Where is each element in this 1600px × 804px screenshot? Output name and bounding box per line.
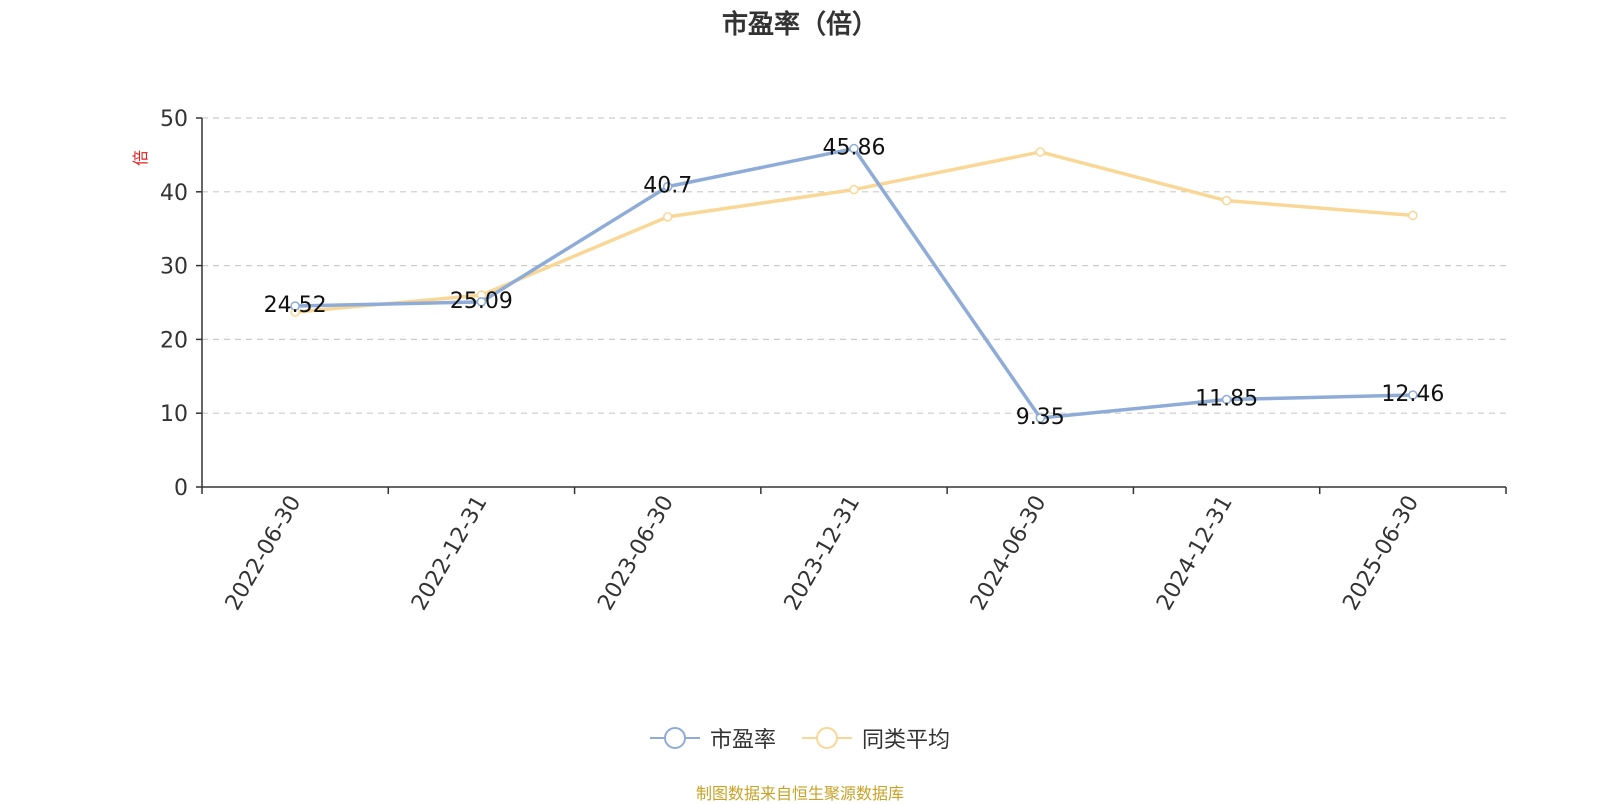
data-point-series-0: [476, 297, 487, 307]
y-tick-label: 50: [160, 107, 188, 132]
data-label: 9.35: [1016, 405, 1065, 430]
legend-label-series-0: 市盈率: [709, 728, 776, 753]
data-point-series-0: [662, 181, 673, 192]
legend-marker-series-1: [802, 727, 852, 749]
x-tick-label: 2024-12-31: [1152, 492, 1238, 615]
axes: 0 10 20 30 40 50 倍 2022-06-30 2022-12-31 2023-06-…: [131, 107, 1507, 615]
y-tick-label: 10: [160, 402, 188, 427]
data-label: 45.86: [823, 136, 886, 161]
data-label: 40.7: [643, 174, 692, 199]
data-source-note: 制图数据来自恒生聚源数据库: [695, 784, 904, 803]
data-point-series-0: [1035, 413, 1046, 423]
x-tick-label: 2023-06-30: [593, 492, 679, 615]
legend-label-series-1: 同类平均: [862, 728, 951, 753]
y-axis-label: 倍: [131, 150, 150, 166]
legend: 市盈率 同类平均: [0, 722, 1600, 754]
data-point-series-1: [1221, 195, 1232, 206]
x-tick-label: 2023-12-31: [780, 492, 866, 615]
data-point-series-0: [1408, 390, 1418, 400]
y-tick-label: 20: [160, 328, 188, 353]
data-point-series-0: [290, 301, 300, 311]
legend-item-series-0[interactable]: 市盈率: [649, 722, 776, 754]
data-point-series-0: [1221, 394, 1232, 405]
y-tick-label: 30: [160, 255, 188, 280]
chart-title: 市盈率（倍）: [721, 10, 878, 40]
data-labels: 24.52 25.09 40.7 45.86 9.35 11.85 12.46: [264, 136, 1445, 430]
data-label: 12.46: [1381, 382, 1444, 407]
y-tick-label: 40: [160, 181, 188, 206]
grid-lines: [202, 117, 1506, 414]
data-point-series-1: [1408, 210, 1418, 221]
data-label: 11.85: [1195, 387, 1258, 412]
data-point-series-1: [1035, 147, 1046, 157]
data-label: 24.52: [264, 293, 327, 318]
y-tick-label: 0: [174, 476, 188, 501]
x-tick-label: 2024-06-30: [966, 492, 1052, 615]
x-tick-label: 2022-06-30: [221, 492, 307, 615]
data-label: 25.09: [450, 289, 513, 314]
x-tick-label: 2025-06-30: [1338, 492, 1424, 615]
data-point-series-0: [849, 143, 859, 154]
data-point-series-1: [849, 184, 859, 195]
data-point-series-1: [662, 212, 673, 222]
legend-item-series-1[interactable]: 同类平均: [802, 722, 950, 754]
series-lines: [290, 143, 1418, 423]
x-tick-label: 2022-12-31: [407, 492, 493, 615]
legend-marker-series-0: [649, 727, 700, 749]
